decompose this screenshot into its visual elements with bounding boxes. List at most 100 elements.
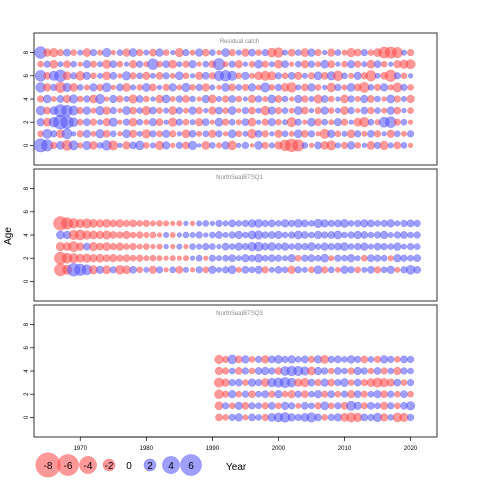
bubble-point: [407, 107, 414, 114]
bubble-point: [228, 83, 236, 92]
bubble-point: [236, 108, 242, 114]
bubble-point: [235, 391, 242, 398]
legend-label: -6: [64, 461, 73, 472]
bubble-point: [413, 254, 421, 262]
bubble-point: [234, 231, 243, 239]
bubble-point: [163, 107, 170, 114]
bubble-point: [274, 231, 283, 239]
bubble-point: [261, 355, 270, 364]
bubble-point: [295, 49, 302, 56]
bubble-point: [109, 72, 118, 80]
legend-label: -4: [84, 461, 93, 472]
bubble-point: [354, 243, 362, 251]
bubble-point: [202, 48, 210, 57]
bubble-point: [301, 355, 309, 364]
bubble-point: [176, 84, 183, 91]
bubble-point: [43, 60, 51, 68]
bubble-point: [215, 130, 223, 138]
bubble-point: [261, 141, 269, 149]
bubble-point: [63, 48, 71, 57]
bubble-point: [122, 231, 131, 239]
bubble-point: [408, 142, 414, 148]
bubble-point: [157, 232, 163, 238]
bubble-point: [387, 402, 395, 410]
bubble-point: [222, 255, 229, 262]
bubble-point: [308, 391, 315, 398]
bubble-point: [249, 143, 255, 148]
bubble-point: [175, 107, 183, 115]
bubble-point: [387, 367, 394, 375]
bubble-point: [353, 390, 362, 398]
bubble-point: [347, 243, 355, 250]
x-tick-label: 1990: [206, 446, 220, 452]
bubble-point: [401, 96, 407, 102]
bubble-point: [182, 95, 190, 103]
bubble-point: [102, 71, 111, 81]
bubble-point: [208, 94, 217, 104]
bubble-point: [248, 266, 256, 273]
bubble-point: [366, 141, 376, 150]
bubble-point: [82, 129, 91, 138]
bubble-point: [255, 402, 262, 409]
bubble-point: [328, 107, 335, 114]
bubble-point: [241, 83, 249, 91]
y-tick-label: 4: [24, 369, 30, 373]
bubble-point: [314, 49, 322, 57]
bubble-point: [136, 254, 144, 262]
bubble-point: [353, 367, 362, 375]
bubble-point: [77, 142, 84, 149]
bubble-point: [307, 355, 315, 363]
bubble-point: [169, 72, 176, 79]
bubble-point: [129, 266, 137, 274]
bubble-point: [327, 48, 336, 57]
bubble-point: [156, 220, 163, 227]
bubble-point: [221, 83, 230, 92]
bubble-point: [321, 414, 328, 421]
bubble-point: [354, 130, 362, 138]
bubble-point: [302, 119, 308, 125]
y-tick-label: 0: [24, 415, 30, 419]
bubble-point: [176, 220, 183, 227]
bubble-point: [387, 142, 394, 149]
bubble-point: [294, 71, 303, 80]
bubble-point: [274, 59, 283, 69]
bubble-point: [294, 118, 302, 126]
bubble-point: [162, 49, 170, 56]
bubble-point: [170, 220, 176, 226]
bubble-point: [242, 231, 249, 239]
bubble-point: [261, 367, 270, 375]
bubble-point: [254, 253, 263, 263]
bubble-point: [136, 72, 143, 79]
bubble-point: [202, 243, 210, 251]
bubble-point: [255, 107, 262, 114]
bubble-point: [115, 219, 124, 228]
bubble-point: [89, 83, 98, 92]
bubble-point: [327, 378, 336, 387]
bubble-point: [387, 390, 395, 398]
bubble-point: [189, 84, 196, 91]
bubble-point: [195, 48, 204, 57]
bubble-point: [235, 72, 242, 79]
bubble-point: [315, 61, 321, 68]
bubble-point: [188, 60, 197, 69]
bubble-point: [320, 242, 329, 251]
bubble-point: [295, 255, 302, 262]
legend-label: -8: [44, 461, 53, 472]
bubble-point: [353, 48, 362, 57]
bubble-point: [334, 83, 342, 91]
bubble-point: [163, 232, 170, 238]
bubble-point: [261, 402, 269, 410]
bubble-point: [181, 129, 191, 139]
bubble-point: [281, 72, 289, 79]
y-tick-label: 6: [24, 209, 30, 213]
bubble-point: [208, 254, 216, 262]
bubble-point: [117, 73, 123, 79]
bubble-point: [367, 231, 375, 239]
bubble-point: [294, 390, 302, 398]
bubble-point: [163, 244, 169, 250]
bubble-point: [216, 266, 222, 273]
bubble-point: [408, 73, 414, 79]
bubble-point: [294, 219, 303, 228]
bubble-point: [340, 242, 349, 251]
bubble-point: [314, 379, 322, 387]
